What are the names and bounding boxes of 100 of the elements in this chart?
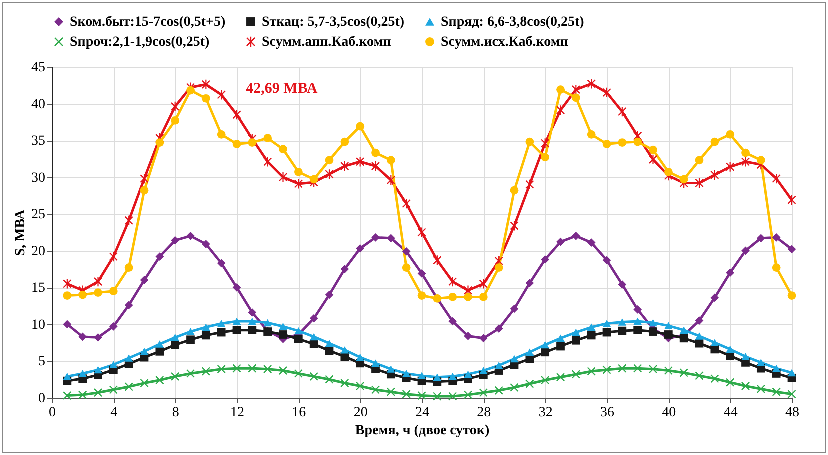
point <box>602 140 612 148</box>
point <box>217 130 226 139</box>
point <box>510 384 519 392</box>
point <box>572 336 580 345</box>
point <box>372 148 380 158</box>
x-tick-label: 0 <box>49 406 56 420</box>
point <box>386 366 396 373</box>
point <box>494 362 504 370</box>
point <box>94 334 102 342</box>
point <box>695 372 704 380</box>
point <box>556 106 565 116</box>
point <box>494 324 504 334</box>
point <box>587 79 596 89</box>
point <box>788 292 796 300</box>
point <box>310 340 318 348</box>
point <box>63 292 72 300</box>
point <box>510 186 519 195</box>
point <box>202 324 210 332</box>
point <box>587 130 596 139</box>
y-tick-label: 20 <box>32 244 46 260</box>
point <box>788 245 796 254</box>
point <box>217 259 226 268</box>
legend-label: Sком.быт:15-7cos(0,5t+5) <box>70 15 226 30</box>
y-tick-label: 10 <box>32 318 46 333</box>
point <box>433 392 442 401</box>
point <box>602 256 612 265</box>
point <box>541 348 550 357</box>
point <box>680 368 688 378</box>
point <box>248 364 257 373</box>
point <box>618 138 627 147</box>
point <box>325 290 334 300</box>
point <box>772 388 781 396</box>
point <box>526 138 534 146</box>
point <box>418 372 426 380</box>
point <box>788 390 796 399</box>
point <box>418 270 426 278</box>
point <box>649 146 658 154</box>
point <box>264 134 272 143</box>
point <box>541 138 550 148</box>
point <box>710 138 720 146</box>
point <box>171 340 180 350</box>
point <box>634 318 642 326</box>
point <box>248 326 257 335</box>
point <box>572 94 580 102</box>
point <box>664 322 673 330</box>
legend-label: Sсумм.апп.Каб.комп <box>262 35 392 50</box>
point <box>171 334 180 342</box>
point <box>402 390 411 399</box>
point <box>587 367 596 376</box>
point <box>78 370 88 378</box>
point <box>171 236 180 245</box>
point <box>448 373 458 380</box>
point <box>356 122 365 131</box>
point <box>742 382 750 390</box>
point <box>742 246 750 256</box>
y-tick-label: 5 <box>38 354 46 370</box>
point <box>124 382 134 392</box>
point <box>186 336 195 344</box>
point <box>556 342 565 351</box>
point <box>756 234 766 243</box>
point <box>372 386 380 394</box>
point <box>186 86 195 95</box>
point <box>140 276 149 284</box>
point <box>232 283 242 292</box>
point <box>772 364 781 372</box>
point <box>171 372 180 381</box>
point <box>156 252 164 261</box>
x-tick-label: 36 <box>600 406 614 420</box>
point <box>140 348 149 356</box>
point <box>526 348 534 356</box>
point <box>279 330 288 339</box>
point <box>695 178 704 188</box>
point <box>664 168 673 176</box>
x-tick-label: 28 <box>477 406 492 420</box>
point <box>634 306 642 314</box>
point <box>279 145 288 154</box>
y-tick-label: 30 <box>32 170 46 186</box>
point <box>742 148 750 158</box>
point <box>680 334 688 343</box>
point <box>788 369 796 377</box>
point <box>310 372 318 381</box>
point <box>109 386 118 394</box>
point <box>294 179 303 189</box>
point <box>634 326 642 335</box>
point <box>202 94 210 103</box>
point <box>264 365 272 374</box>
point <box>618 280 627 289</box>
point <box>140 174 149 184</box>
point <box>248 308 257 317</box>
point <box>156 376 164 385</box>
y-tick-label: 35 <box>32 134 46 150</box>
point <box>325 375 334 384</box>
legend-label: Sпряд: 6,6-3,8cos(0,25t) <box>441 15 585 30</box>
y-tick-label: 15 <box>32 281 46 296</box>
point <box>279 172 288 182</box>
point <box>695 339 704 348</box>
point <box>325 346 334 356</box>
point <box>526 180 534 190</box>
point <box>587 324 596 332</box>
point <box>340 161 350 172</box>
